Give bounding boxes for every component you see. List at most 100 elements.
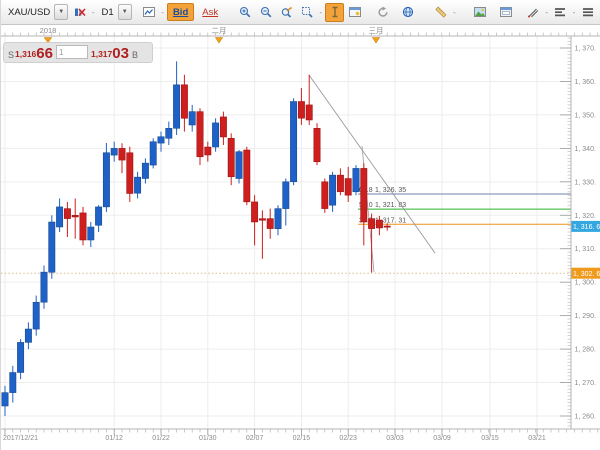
candle [235, 151, 243, 179]
dropdown-caret[interactable]: - [453, 7, 456, 17]
dropdown-caret[interactable]: - [91, 7, 95, 17]
candles-layer [1, 61, 391, 416]
refresh-icon[interactable] [373, 3, 392, 22]
candle [102, 152, 110, 208]
svg-text:1, 300.: 1, 300. [575, 280, 596, 287]
candle [336, 174, 344, 193]
current-price-tag [571, 220, 600, 232]
sell-price-main: 1,316 [15, 49, 37, 59]
svg-text:1, 370.: 1, 370. [575, 46, 596, 53]
chevron-down-icon[interactable]: ▼ [117, 4, 132, 20]
candle [48, 221, 56, 273]
svg-text:1, 316. 66: 1, 316. 66 [573, 224, 600, 231]
candle [219, 116, 227, 138]
cursor-tool-icon[interactable] [325, 2, 344, 22]
svg-text:01/30: 01/30 [199, 435, 217, 442]
volume-input[interactable] [55, 45, 88, 59]
candle [227, 138, 235, 178]
candle [204, 146, 212, 156]
month-marker [371, 37, 381, 44]
candle [251, 201, 259, 223]
candle [305, 104, 313, 121]
dropdown-caret[interactable]: - [319, 7, 323, 17]
svg-text:03/15: 03/15 [481, 435, 499, 442]
dropdown-caret[interactable]: - [572, 7, 576, 17]
svg-text:02/15: 02/15 [293, 435, 311, 442]
chart-type-icon[interactable] [140, 3, 159, 22]
svg-text:2017/12/21: 2017/12/21 [3, 435, 38, 442]
candle [297, 101, 305, 119]
ask-button[interactable]: Ask [202, 6, 219, 18]
symbol-select[interactable]: XAU/USD ▼ [4, 3, 69, 21]
zoom-select-icon[interactable] [298, 3, 317, 22]
svg-text:1, 280.: 1, 280. [575, 347, 596, 354]
candle [212, 122, 220, 148]
candle [95, 206, 103, 226]
trendline [308, 74, 436, 254]
window-icon[interactable] [497, 3, 516, 22]
candle [126, 152, 134, 194]
candle [63, 208, 71, 219]
period-select[interactable]: D1 ▼ [98, 3, 132, 21]
svg-text:二月: 二月 [212, 26, 227, 35]
svg-text:1, 321. 83: 1, 321. 83 [375, 202, 406, 209]
svg-text:三月: 三月 [369, 26, 384, 35]
quote-panel: S 1,316 66 1,317 03 B [3, 42, 153, 63]
candle [79, 212, 87, 241]
candle [375, 219, 383, 229]
candle [118, 148, 126, 161]
candle [344, 178, 352, 196]
svg-text:1, 302. 68: 1, 302. 68 [573, 271, 600, 278]
order-price-tag [571, 267, 600, 279]
dropdown-caret[interactable]: - [545, 7, 548, 17]
svg-text:02/23: 02/23 [339, 435, 357, 442]
svg-text:1, 310.: 1, 310. [575, 246, 596, 253]
menu-icon[interactable] [578, 3, 597, 22]
month-marker [214, 37, 224, 44]
svg-text:03/09: 03/09 [433, 435, 451, 442]
candle [368, 218, 376, 229]
candle [134, 176, 142, 194]
zoom-edit-icon[interactable] [277, 3, 296, 22]
candle [1, 392, 9, 407]
candle [329, 174, 337, 206]
bid-button[interactable]: Bid [166, 3, 195, 21]
zoom-in-icon[interactable] [236, 3, 255, 22]
candle [313, 128, 321, 163]
sell-price-pips: 66 [36, 45, 53, 62]
fib-retracement[interactable]: 61.81, 326. 3550.01, 321. 8338.21, 317. … [358, 145, 571, 273]
candle [56, 206, 64, 228]
candle [157, 136, 165, 144]
bottom-axis: 2017/12/21 01/12 01/22 01/30 02/07 02/15 02/23… [1, 428, 600, 442]
svg-text:1, 350.: 1, 350. [575, 112, 596, 119]
ruler-icon[interactable] [431, 3, 450, 22]
close-chart-icon[interactable] [70, 3, 89, 22]
candle [282, 181, 290, 209]
svg-text:1, 340.: 1, 340. [575, 146, 596, 153]
candle [352, 168, 360, 193]
dropdown-caret[interactable]: - [161, 7, 164, 17]
candle [258, 218, 266, 221]
zoom-out-icon[interactable] [257, 3, 276, 22]
indicators-icon[interactable] [551, 3, 570, 22]
svg-text:1, 317. 31: 1, 317. 31 [375, 217, 406, 224]
symbol-select-label: XAU/USD [8, 6, 51, 18]
buy-price-main: 1,317 [90, 49, 113, 59]
buy-price-pips: 03 [112, 45, 129, 62]
svg-text:1, 270.: 1, 270. [575, 380, 596, 387]
chevron-down-icon[interactable]: ▼ [54, 4, 69, 20]
candle [383, 225, 391, 228]
svg-text:03/03: 03/03 [386, 435, 404, 442]
drawing-tools-icon[interactable] [524, 3, 543, 22]
globe-icon[interactable] [399, 3, 418, 22]
candle [274, 208, 282, 229]
new-window-icon[interactable] [346, 3, 365, 22]
sell-label: S [8, 50, 15, 60]
candle [321, 181, 329, 209]
candle [24, 328, 32, 343]
candle [360, 168, 368, 223]
save-image-icon[interactable] [471, 3, 490, 22]
candle [180, 84, 188, 119]
candle [32, 302, 40, 330]
